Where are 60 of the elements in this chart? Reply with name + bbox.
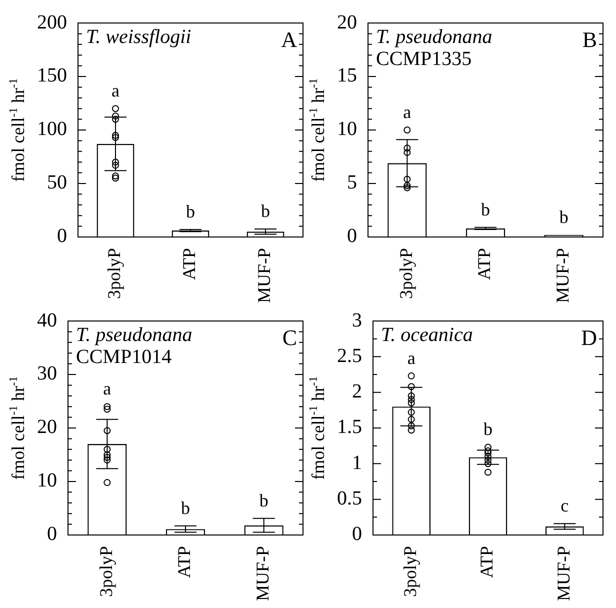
chart-title: T. weissflogii: [86, 26, 192, 48]
y-tick-label: 0: [57, 225, 67, 248]
y-axis-title: fmol cell-1 hr-1: [6, 78, 28, 182]
x-tick-label: MUF-P: [552, 248, 573, 304]
annotation: b: [484, 419, 492, 440]
annotation: B: [582, 27, 597, 52]
y-tick-label: 1: [352, 452, 362, 474]
y-tick-label: 10: [37, 470, 57, 492]
y-tick-label: 200: [37, 11, 67, 34]
chart-title: T. pseudonana: [76, 324, 192, 346]
annotation: a: [112, 80, 120, 101]
annotation: C: [282, 325, 297, 350]
y-tick-label: 20: [337, 11, 357, 34]
x-tick-label: 3polyP: [400, 546, 420, 597]
annotation: c: [560, 496, 569, 516]
text: CCMP1335: [376, 48, 472, 70]
y-tick-label: 20: [37, 416, 57, 438]
y-tick-label: 10: [337, 118, 357, 140]
y-tick-label: 0: [347, 225, 357, 248]
annotation: a: [403, 102, 412, 122]
y-tick-label: 0: [352, 523, 362, 546]
y-tick-label: 150: [37, 64, 67, 87]
y-tick-label: 0.5: [337, 488, 362, 510]
y-tick-label: 100: [37, 118, 67, 140]
annotation: A: [281, 27, 298, 52]
x-tick-label: 3polyP: [396, 248, 416, 299]
x-tick-label: ATP: [179, 248, 200, 280]
y-tick-label: 2.5: [337, 344, 362, 367]
annotation: b: [186, 201, 195, 222]
annotation: D: [581, 325, 597, 350]
annotation: a: [103, 378, 112, 399]
annotation: b: [261, 200, 270, 221]
y-axis-title: fmol cell-1 hr-1: [306, 78, 328, 182]
y-tick-label: 5: [347, 172, 357, 194]
x-tick-label: 3polyP: [104, 248, 124, 299]
y-tick-label: 30: [37, 362, 57, 385]
annotation: b: [181, 498, 190, 518]
x-tick-label: ATP: [474, 248, 494, 280]
x-tick-label: MUF-P: [254, 248, 274, 304]
y-tick-label: 1.5: [337, 416, 362, 438]
text: CCMP1014: [76, 346, 172, 368]
x-tick-label: ATP: [476, 546, 497, 578]
x-tick-label: MUF-P: [252, 546, 273, 602]
annotation: b: [259, 490, 268, 510]
y-tick-label: 40: [37, 309, 57, 332]
y-tick-label: 50: [47, 172, 67, 194]
annotation: b: [481, 199, 490, 220]
y-tick-label: 15: [337, 64, 357, 87]
chart-title: T. pseudonana: [376, 26, 492, 48]
x-tick-label: ATP: [174, 546, 194, 578]
x-tick-label: MUF-P: [553, 546, 574, 602]
x-tick-label: 3polyP: [96, 546, 116, 597]
chart-title: T. oceanica: [381, 324, 473, 346]
y-tick-label: 3: [352, 309, 362, 332]
annotation: b: [559, 206, 568, 227]
annotation: a: [407, 348, 416, 368]
y-tick-label: 2: [352, 380, 362, 403]
y-tick-label: 0: [47, 523, 57, 546]
y-axis-title: fmol cell-1 hr-1: [306, 376, 328, 480]
y-axis-title: fmol cell-1 hr-1: [6, 376, 28, 480]
